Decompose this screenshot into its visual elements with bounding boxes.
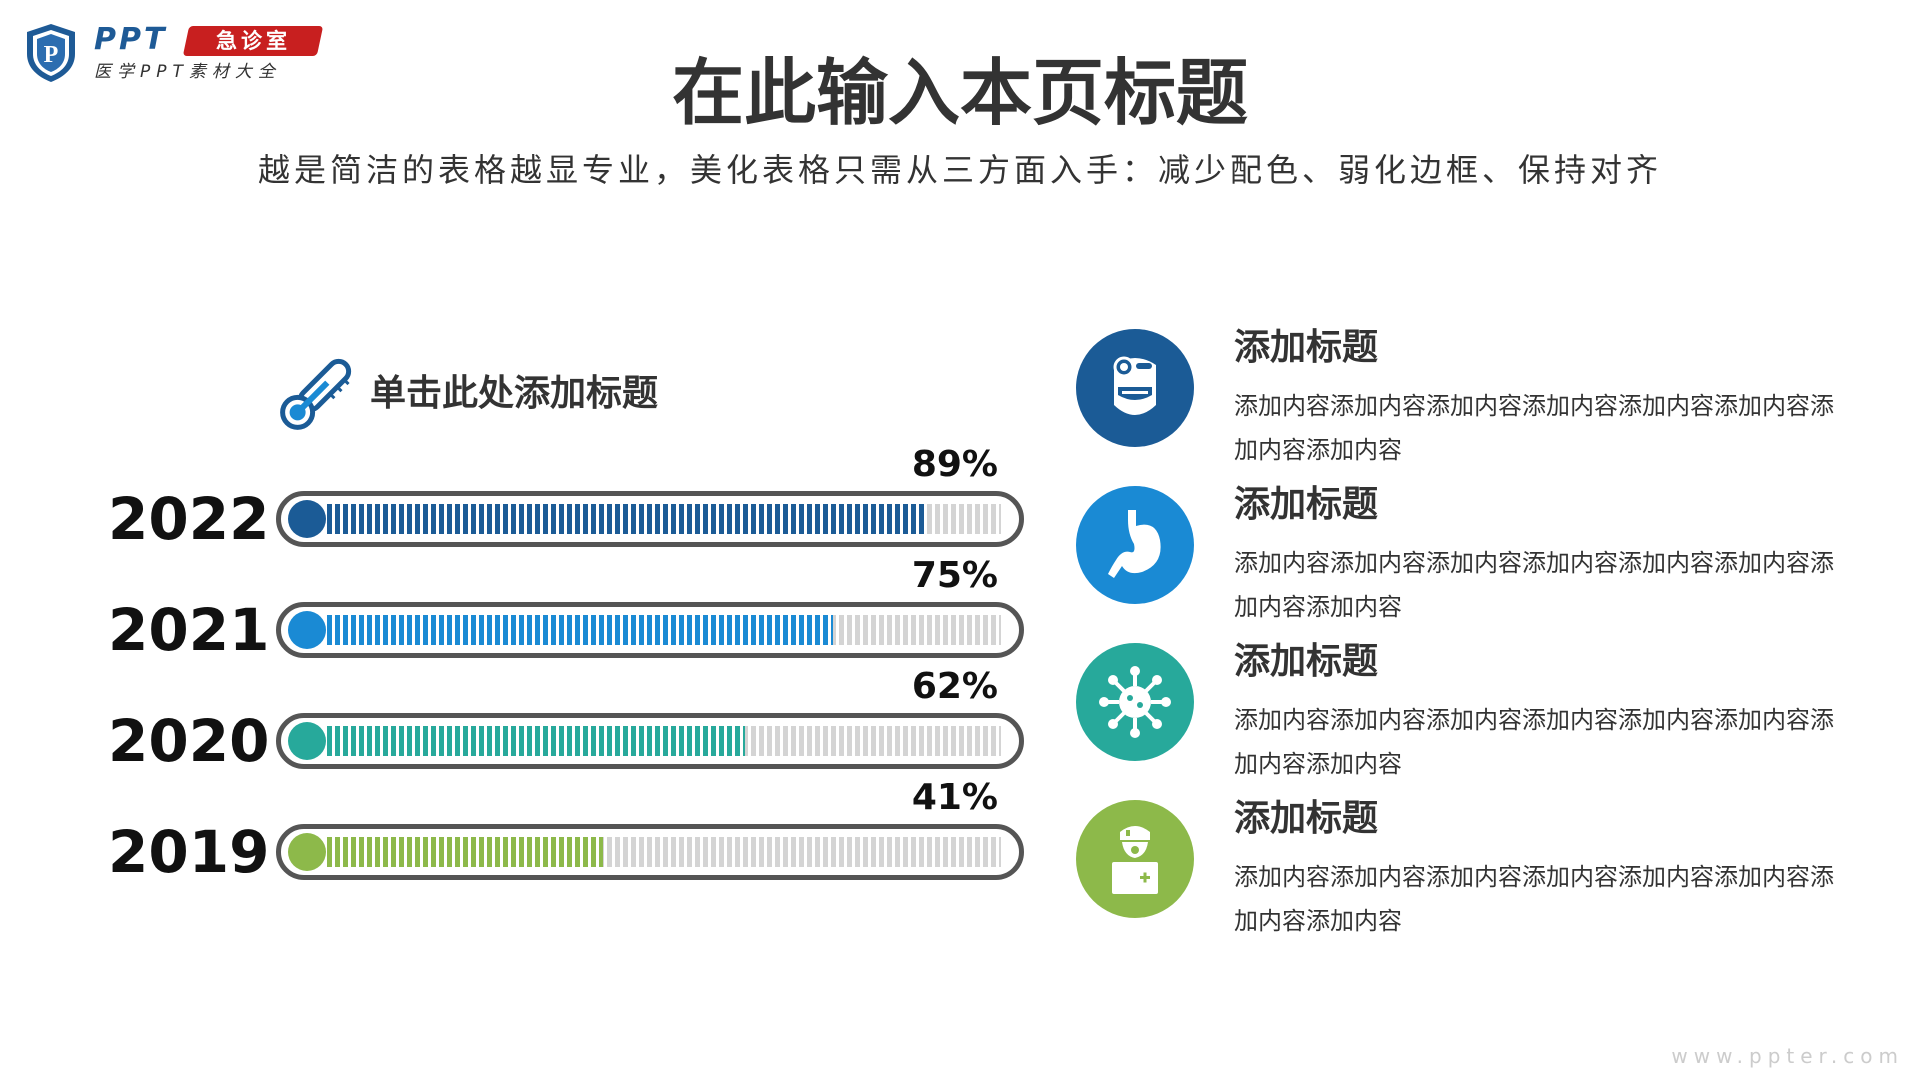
feature-item: 添加标题 添加内容添加内容添加内容添加内容添加内容添加内容添加内容添加内容 (1070, 797, 1850, 947)
brand-name: PPT (94, 22, 168, 57)
item-icon-circle (1076, 329, 1194, 447)
item-title[interactable]: 添加标题 (1234, 798, 1379, 839)
item-title[interactable]: 添加标题 (1234, 327, 1379, 368)
item-icon-circle (1076, 800, 1194, 918)
progress-track (276, 713, 1024, 769)
item-description[interactable]: 添加内容添加内容添加内容添加内容添加内容添加内容添加内容添加内容 (1234, 706, 1834, 778)
progress-track (276, 824, 1024, 880)
progress-row-2022: 89% 2022 (0, 444, 1040, 549)
progress-year-label: 2020 (108, 707, 270, 775)
progress-fill (327, 615, 833, 645)
item-description[interactable]: 添加内容添加内容添加内容添加内容添加内容添加内容添加内容添加内容 (1234, 392, 1834, 464)
progress-track (276, 602, 1024, 658)
virus-icon (1099, 666, 1171, 738)
page-title[interactable]: 在此输入本页标题 (671, 51, 1248, 135)
brand-tagline: 医学PPT素材大全 (94, 62, 281, 82)
progress-knob (288, 611, 326, 649)
item-icon-circle (1076, 486, 1194, 604)
watermark: www.ppter.com (1671, 1044, 1904, 1068)
item-title[interactable]: 添加标题 (1234, 641, 1379, 682)
progress-percent-label: 75% (911, 555, 998, 596)
progress-knob (288, 833, 326, 871)
stomach-icon (1108, 510, 1161, 578)
feature-item: 添加标题 添加内容添加内容添加内容添加内容添加内容添加内容添加内容添加内容 (1070, 640, 1850, 790)
progress-knob (288, 722, 326, 760)
progress-fill (327, 726, 745, 756)
progress-percent-label: 62% (911, 666, 998, 707)
item-icon-circle (1076, 643, 1194, 761)
item-title[interactable]: 添加标题 (1234, 484, 1379, 525)
doctor-icon (1113, 356, 1156, 415)
section-title[interactable]: 单击此处添加标题 (370, 373, 659, 414)
brand-logo: P PPT 急诊室 医学PPT素材大全 (24, 22, 324, 84)
progress-percent-label: 41% (911, 777, 998, 818)
page-subtitle[interactable]: 越是简洁的表格越显专业，美化表格只需从三方面入手：减少配色、弱化边框、保持对齐 (257, 151, 1662, 189)
shield-icon: P (27, 24, 75, 82)
progress-year-label: 2019 (108, 818, 270, 886)
progress-row-2021: 75% 2021 (0, 555, 1040, 660)
thermometer-icon (280, 358, 352, 430)
progress-fill (327, 837, 603, 867)
nurse-icon (1112, 826, 1158, 894)
progress-row-2020: 62% 2020 (0, 666, 1040, 771)
progress-year-label: 2022 (108, 485, 270, 553)
shield-letter: P (44, 42, 59, 68)
feature-item: 添加标题 添加内容添加内容添加内容添加内容添加内容添加内容添加内容添加内容 (1070, 483, 1850, 633)
progress-percent-label: 89% (911, 444, 998, 485)
progress-year-label: 2021 (108, 596, 270, 664)
item-description[interactable]: 添加内容添加内容添加内容添加内容添加内容添加内容添加内容添加内容 (1234, 549, 1834, 621)
progress-knob (288, 500, 326, 538)
progress-row-2019: 41% 2019 (0, 777, 1040, 882)
item-description[interactable]: 添加内容添加内容添加内容添加内容添加内容添加内容添加内容添加内容 (1234, 863, 1834, 935)
feature-item: 添加标题 添加内容添加内容添加内容添加内容添加内容添加内容添加内容添加内容 (1070, 326, 1850, 476)
progress-fill (327, 504, 927, 534)
progress-track (276, 491, 1024, 547)
